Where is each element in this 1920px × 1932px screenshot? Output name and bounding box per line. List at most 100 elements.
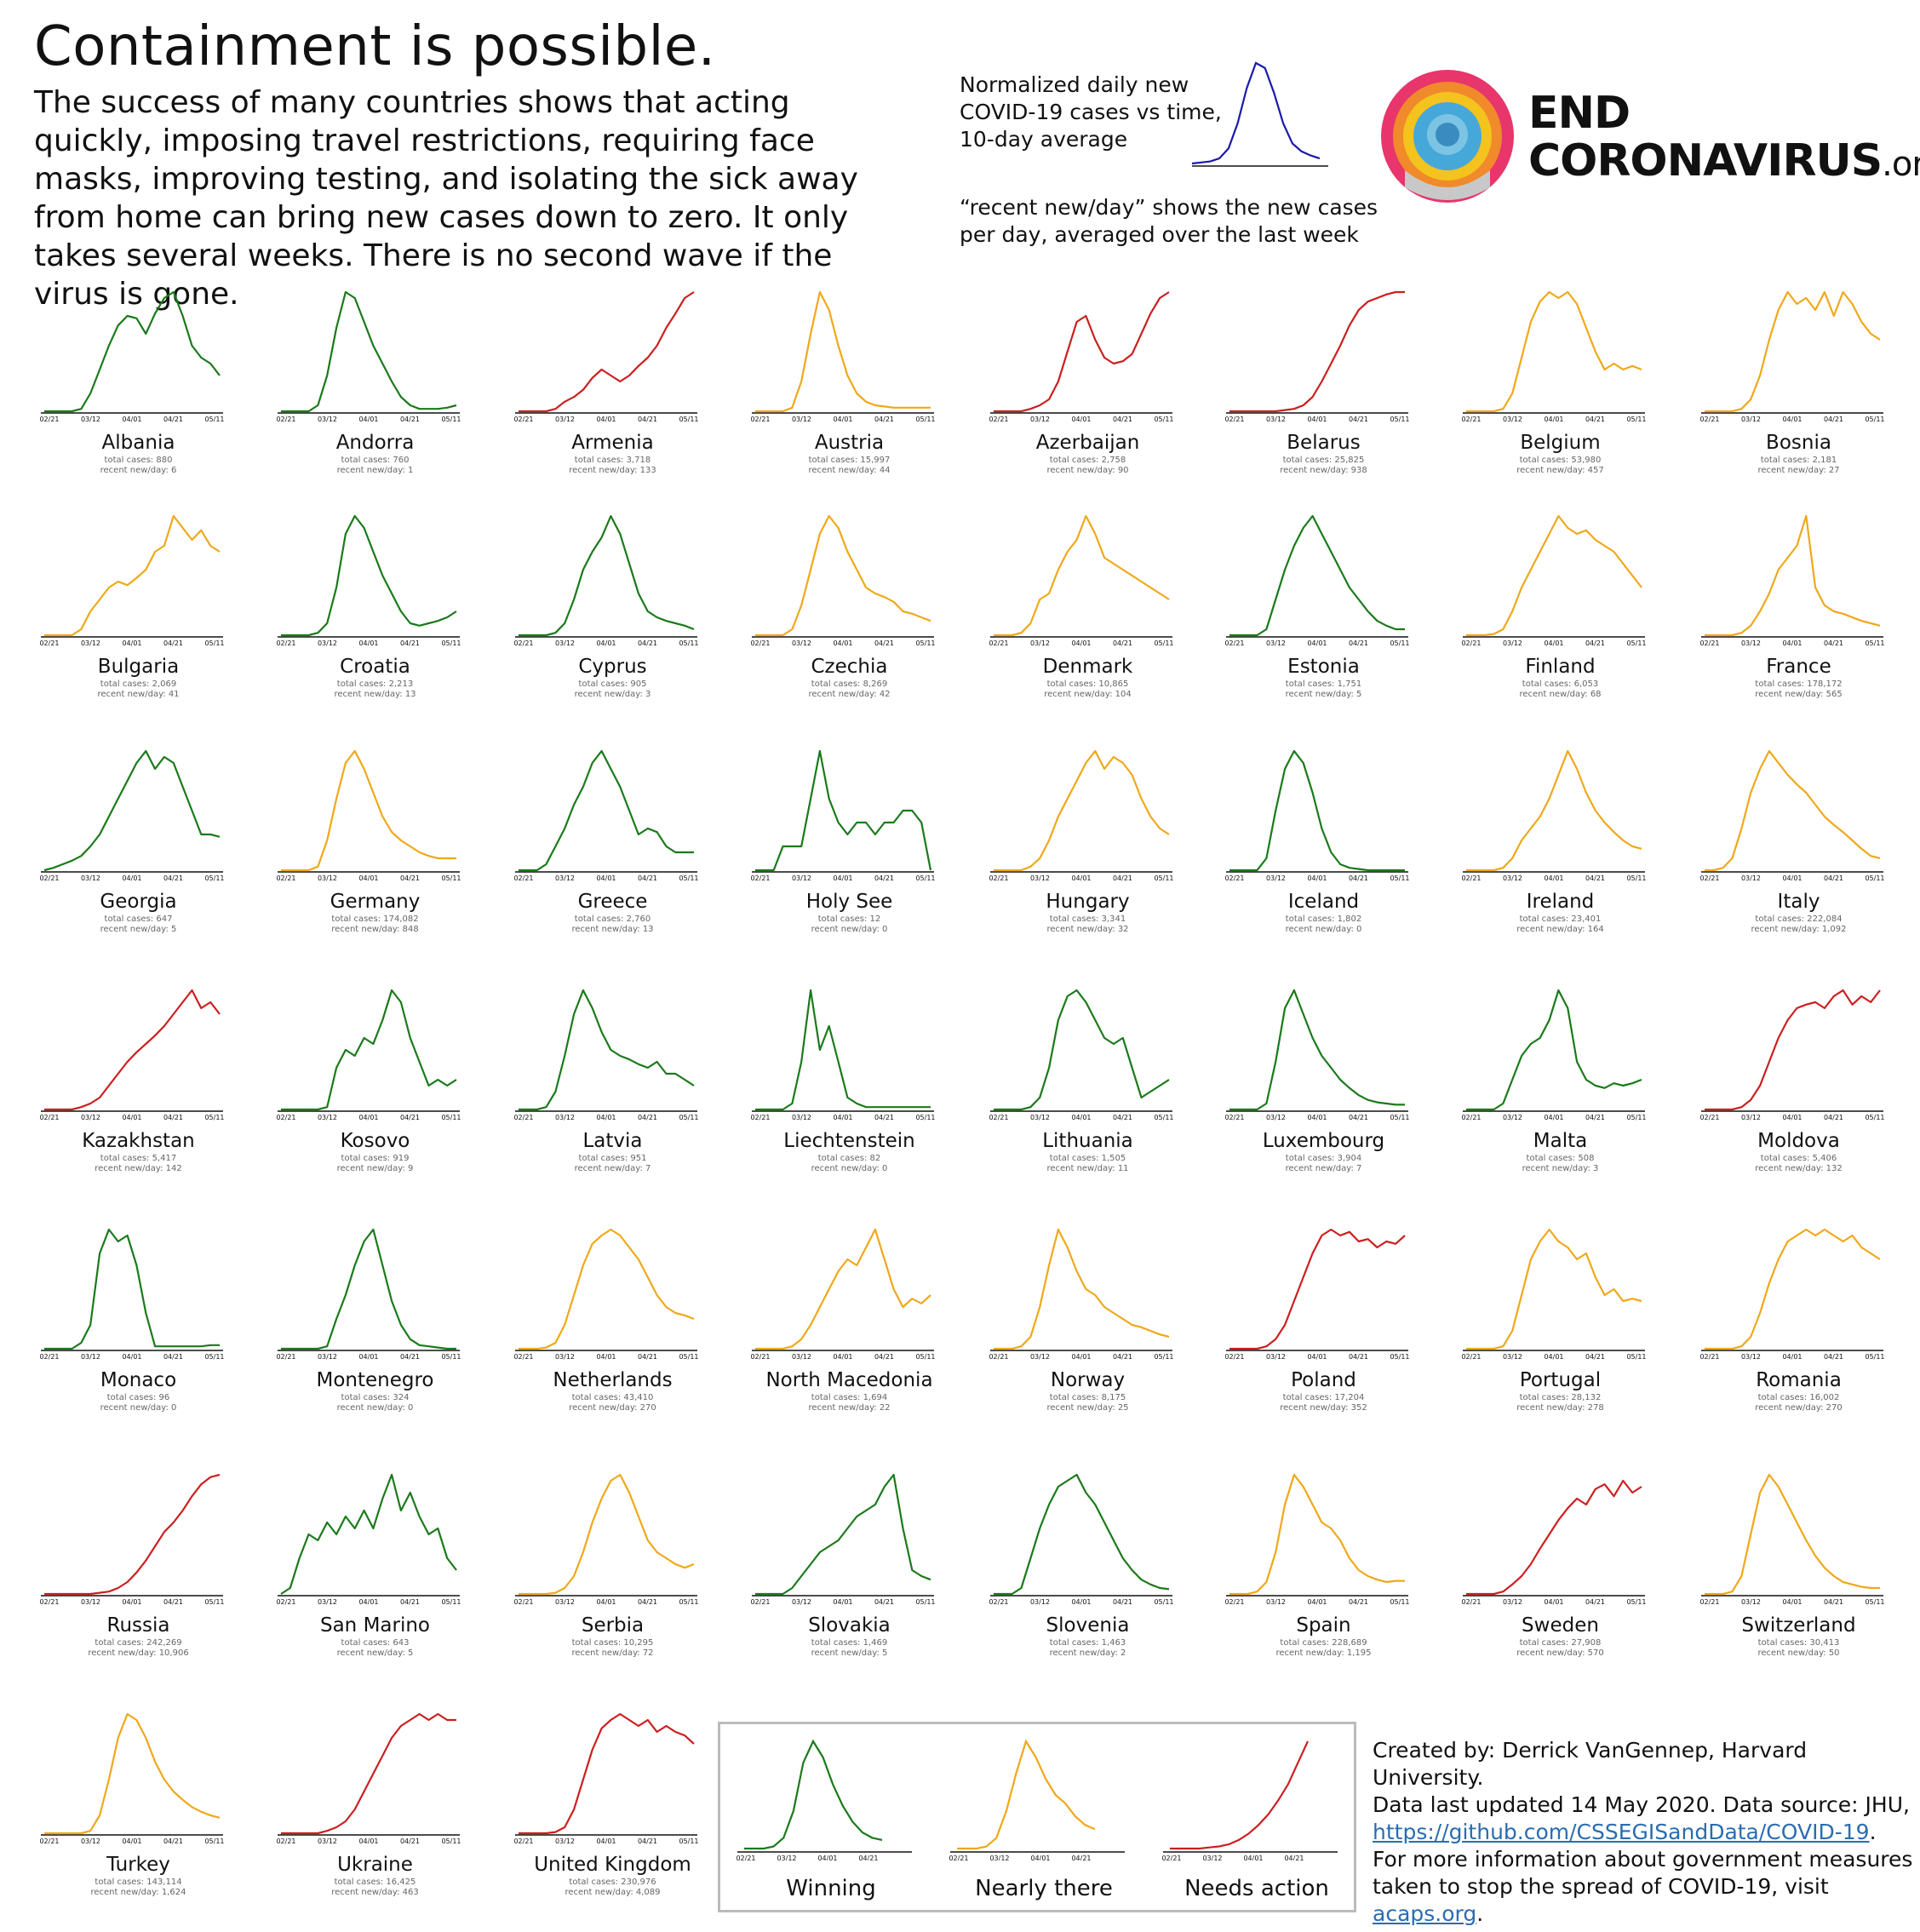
country-panel: 02/21 03/12 04/01 04/21 05/11 Cyprus total cas… bbox=[508, 509, 717, 722]
total-cases: total cases: 647 bbox=[104, 914, 173, 924]
x-tick-label: 04/01 bbox=[1307, 1353, 1327, 1361]
recent-new-per-day: recent new/day: 565 bbox=[1755, 690, 1843, 699]
series-line bbox=[994, 1228, 1170, 1350]
x-tick-label: 04/21 bbox=[1585, 1598, 1605, 1606]
recent-new-per-day: recent new/day: 13 bbox=[334, 690, 416, 699]
country-name: Netherlands bbox=[553, 1369, 673, 1391]
x-tick-label: 03/12 bbox=[555, 1837, 575, 1845]
x-tick-label: 02/21 bbox=[989, 1598, 1008, 1606]
x-tick-label: 05/11 bbox=[1154, 1353, 1173, 1361]
x-tick-label: 05/11 bbox=[679, 1837, 698, 1845]
recent-new-per-day: recent new/day: 90 bbox=[1046, 466, 1129, 475]
recent-new-per-day: recent new/day: 142 bbox=[95, 1164, 182, 1173]
x-tick-label: 04/21 bbox=[1824, 1598, 1843, 1606]
legend-action-label: Needs action bbox=[1184, 1876, 1329, 1901]
x-tick-label: 04/01 bbox=[358, 639, 378, 647]
x-tick-label: 02/21 bbox=[1224, 1353, 1244, 1361]
x-tick-label: 04/01 bbox=[358, 1353, 378, 1361]
series-line bbox=[519, 1228, 695, 1350]
country-panel: 02/21 03/12 04/01 04/21 05/11 Greece total cas… bbox=[508, 744, 717, 957]
x-tick-label: 04/21 bbox=[1113, 1353, 1132, 1361]
recent-new-per-day: recent new/day: 463 bbox=[331, 1888, 419, 1897]
country-name: Holy See bbox=[805, 891, 893, 913]
x-tick-label: 02/21 bbox=[1161, 1855, 1181, 1860]
x-tick-label: 04/01 bbox=[1307, 1114, 1327, 1121]
series-line bbox=[1705, 1228, 1881, 1350]
x-tick-label: 05/11 bbox=[679, 1114, 698, 1121]
x-tick-label: 04/21 bbox=[1349, 416, 1368, 423]
total-cases: total cases: 242,269 bbox=[95, 1638, 182, 1648]
x-tick-label: 03/12 bbox=[1266, 639, 1286, 647]
acaps-link[interactable]: acaps.org bbox=[1373, 1901, 1477, 1926]
country-chart: 02/21 03/12 04/01 04/21 05/11 bbox=[1699, 514, 1885, 647]
x-tick-label: 04/01 bbox=[358, 1114, 378, 1121]
x-tick-label: 04/21 bbox=[163, 1837, 183, 1845]
country-panel: 02/21 03/12 04/01 04/21 05/11 Andorra total ca… bbox=[271, 285, 479, 498]
x-tick-label: 04/21 bbox=[400, 639, 420, 647]
x-tick-label: 04/01 bbox=[1307, 416, 1327, 423]
country-panel: 02/21 03/12 04/01 04/21 05/11 Estonia total ca… bbox=[1219, 509, 1428, 722]
x-tick-label: 04/01 bbox=[833, 874, 852, 882]
x-tick-label: 04/01 bbox=[1307, 1598, 1327, 1606]
x-tick-label: 04/01 bbox=[122, 1837, 141, 1845]
country-chart: 02/21 03/12 04/01 04/21 05/11 bbox=[513, 514, 699, 647]
x-tick-label: 03/12 bbox=[1741, 1114, 1761, 1121]
country-name: Ireland bbox=[1526, 891, 1595, 913]
x-tick-label: 04/01 bbox=[1030, 1855, 1050, 1860]
recent-new-per-day: recent new/day: 1 bbox=[336, 466, 414, 475]
country-name: Switzerland bbox=[1741, 1614, 1856, 1637]
x-tick-label: 04/21 bbox=[1349, 1353, 1368, 1361]
note-series-line bbox=[1191, 61, 1321, 165]
x-tick-label: 04/21 bbox=[1824, 639, 1843, 647]
x-tick-label: 04/01 bbox=[833, 1598, 852, 1606]
country-chart: 02/21 03/12 04/01 04/21 05/11 bbox=[989, 291, 1174, 423]
x-tick-label: 03/12 bbox=[1503, 639, 1522, 647]
recent-new-per-day: recent new/day: 0 bbox=[100, 1403, 177, 1413]
country-stats: total cases: 2,069 recent new/day: 41 bbox=[34, 679, 243, 700]
jhu-data-link[interactable]: https://github.com/CSSEGISandData/COVID-… bbox=[1373, 1820, 1870, 1844]
country-stats: total cases: 30,413 recent new/day: 50 bbox=[1694, 1638, 1903, 1659]
series-line bbox=[994, 1473, 1170, 1596]
series-line bbox=[1229, 1228, 1406, 1350]
series-line bbox=[1229, 989, 1405, 1111]
x-tick-label: 05/11 bbox=[1390, 1114, 1409, 1121]
x-tick-label: 02/21 bbox=[276, 874, 295, 882]
country-stats: total cases: 643 recent new/day: 5 bbox=[271, 1638, 479, 1659]
x-tick-label: 02/21 bbox=[1224, 874, 1244, 882]
x-tick-label: 05/11 bbox=[915, 1114, 935, 1121]
x-tick-label: 03/12 bbox=[792, 874, 811, 882]
country-stats: total cases: 230,976 recent new/day: 4,08… bbox=[508, 1878, 717, 1898]
total-cases: total cases: 5,417 bbox=[100, 1154, 177, 1163]
recent-new-per-day: recent new/day: 4,089 bbox=[565, 1888, 661, 1897]
x-tick-label: 04/01 bbox=[1782, 416, 1802, 423]
x-tick-label: 05/11 bbox=[1390, 874, 1409, 882]
total-cases: total cases: 1,751 bbox=[1285, 679, 1362, 689]
country-name: Portugal bbox=[1519, 1369, 1602, 1391]
country-stats: total cases: 880 recent new/day: 6 bbox=[34, 456, 243, 476]
x-tick-label: 05/11 bbox=[441, 874, 461, 882]
x-tick-label: 03/12 bbox=[318, 1598, 337, 1606]
recent-new-per-day: recent new/day: 0 bbox=[811, 925, 888, 934]
x-tick-label: 05/11 bbox=[204, 1114, 224, 1121]
x-tick-label: 03/12 bbox=[1266, 1114, 1286, 1121]
recent-new-per-day: recent new/day: 32 bbox=[1046, 925, 1129, 934]
country-stats: total cases: 96 recent new/day: 0 bbox=[34, 1393, 243, 1413]
country-panel: 02/21 03/12 04/01 04/21 05/11 Portugal total c… bbox=[1456, 1223, 1665, 1436]
x-tick-label: 04/21 bbox=[874, 1353, 894, 1361]
x-tick-label: 05/11 bbox=[679, 639, 698, 647]
x-tick-label: 03/12 bbox=[81, 1837, 100, 1845]
page-subtitle: The success of many countries shows that… bbox=[34, 85, 858, 312]
x-tick-label: 04/21 bbox=[1284, 1855, 1304, 1860]
country-chart: 02/21 03/12 04/01 04/21 05/11 bbox=[276, 1228, 461, 1361]
country-name: Sweden bbox=[1522, 1614, 1599, 1637]
country-stats: total cases: 1,469 recent new/day: 5 bbox=[745, 1638, 954, 1659]
total-cases: total cases: 324 bbox=[341, 1393, 410, 1402]
country-chart: 02/21 03/12 04/01 04/21 05/11 bbox=[39, 514, 225, 647]
country-chart: 02/21 03/12 04/01 04/21 05/11 bbox=[1224, 989, 1410, 1121]
country-name: Andorra bbox=[335, 432, 415, 454]
country-name: Latvia bbox=[582, 1130, 643, 1152]
series-line bbox=[994, 989, 1170, 1111]
country-panel: 02/21 03/12 04/01 04/21 05/11 Netherlands tota… bbox=[508, 1223, 717, 1436]
country-chart: 02/21 03/12 04/01 04/21 05/11 bbox=[750, 514, 936, 647]
logo-org-suffix: .org bbox=[1882, 145, 1920, 184]
